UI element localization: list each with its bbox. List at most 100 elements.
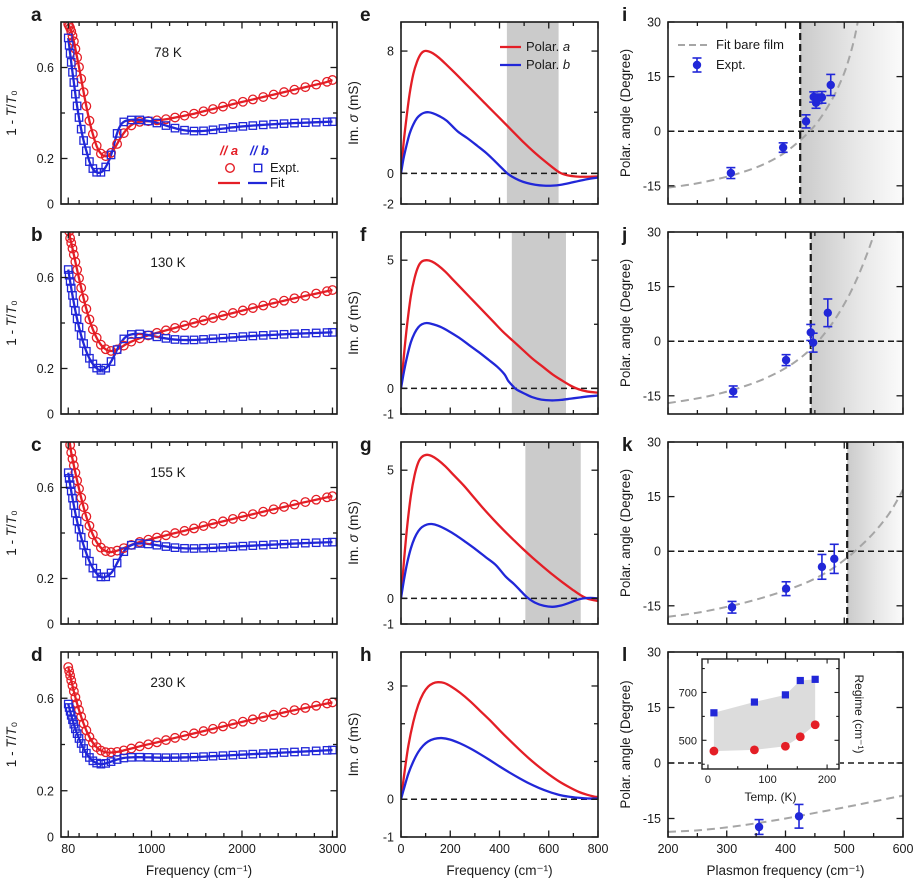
y-tick-label: 15 (647, 701, 661, 715)
x-tick-label: 80 (61, 842, 75, 856)
regime-lower-bound-marker (810, 720, 820, 730)
y-tick-label: -15 (643, 179, 661, 193)
legend-circle-marker (224, 162, 235, 173)
legend-expt-label: Expt. (270, 160, 300, 175)
legend-expt-marker (692, 60, 702, 70)
y-tick-label: 30 (647, 436, 661, 450)
inset-x-tick-label: 0 (705, 774, 711, 786)
legend-polar-b: // b (249, 143, 269, 158)
panel-letter: a (31, 5, 42, 26)
curve-sigma-polar-a (401, 681, 598, 800)
x-tick-label: 2000 (228, 842, 256, 856)
legend-fit-bare-film-label: Fit bare film (716, 37, 784, 52)
curve-fit-polar-a (68, 442, 333, 554)
curve-sigma-polar-b (401, 321, 598, 402)
panel-h: 0 200 400 600 800 -1 0 3 Frequency (cm⁻¹) Im. σ (… (346, 645, 608, 878)
y-tick-label: -2 (383, 198, 394, 212)
temperature-label: 155 K (150, 465, 185, 480)
y-tick-label: -1 (383, 408, 394, 422)
ticks (61, 22, 337, 205)
panel-letter: j (621, 225, 627, 246)
panel-b: 0 0.2 0.6 1 - T/T₀ 130 K b (4, 225, 338, 422)
x-tick-label: 800 (588, 842, 609, 856)
y-tick-label: 8 (387, 45, 394, 59)
y-axis-title: Im. σ (mS) (346, 713, 361, 777)
panel-letter: h (360, 645, 372, 666)
x-tick-label: 400 (775, 842, 796, 856)
y-axis-title: Im. σ (mS) (346, 501, 361, 565)
legend-polar-a: // a (219, 143, 238, 158)
curve-sigma-polar-a (401, 259, 598, 394)
y-axis-title: 1 - T/T₀ (4, 90, 19, 135)
y-tick-label: -1 (383, 618, 394, 632)
legend-expt-label: Expt. (716, 57, 746, 72)
ticks (400, 232, 599, 415)
y-axis-title: Polar. angle (Degree) (618, 259, 633, 387)
x-tick-label: 600 (893, 842, 914, 856)
ticks (400, 442, 599, 625)
inset-x-tick-label: 100 (758, 774, 776, 786)
axes-border (400, 651, 599, 838)
curve-fit-polar-a (68, 232, 333, 353)
regime-upper-bound-marker (796, 676, 804, 685)
y-tick-label: 0 (47, 831, 54, 845)
expt-points (728, 298, 833, 398)
y-tick-label: 0 (654, 757, 661, 771)
x-tick-label: 300 (716, 842, 737, 856)
inset-border (701, 658, 840, 770)
ticks (400, 22, 599, 205)
x-tick-label: 500 (834, 842, 855, 856)
panel-i: -15 0 15 30 Polar. angle (Degree) Fit bare fi… (618, 5, 904, 205)
regime-shaded-area (713, 679, 816, 752)
ticks (400, 652, 599, 838)
panel-e: -2 0 8 Im. σ (mS) Polar. a Polar. b e (346, 5, 599, 212)
inset-y-tick-label: 500 (679, 735, 697, 747)
x-axis-title: Frequency (cm⁻¹) (146, 863, 252, 878)
regime-upper-bound-marker (710, 709, 718, 717)
markers-expt-blue (63, 265, 337, 375)
inset-regime-vs-temp: 0 100 200 500 700 Temp. (K) Regime (cm⁻¹) (679, 658, 866, 804)
regime-lower-bound-marker (750, 745, 759, 755)
x-tick-label: 1000 (138, 842, 166, 856)
panel-letter: b (31, 225, 43, 246)
panel-k: -15 0 15 30 Polar. angle (Degree) k (618, 435, 904, 625)
markers-expt-red (63, 662, 337, 758)
y-axis-title: Polar. angle (Degree) (618, 469, 633, 597)
panel-letter: i (622, 5, 627, 26)
panel-c: 0 0.2 0.6 1 - T/T₀ 155 K c (4, 435, 338, 632)
y-axis-title: 1 - T/T₀ (4, 510, 19, 555)
y-tick-label: 0 (654, 545, 661, 559)
panel-l: 0 100 200 500 700 Temp. (K) Regime (cm⁻¹) 200 30… (618, 645, 913, 878)
legend-square-marker (253, 163, 263, 173)
inset-y-axis-title: Regime (cm⁻¹) (852, 674, 866, 753)
regime-lower-bound-marker (795, 732, 805, 742)
y-tick-label: 5 (387, 464, 394, 478)
curve-fit-polar-a (67, 23, 333, 158)
curve-sigma-polar-b (401, 111, 598, 187)
fit-bare-film-curve (668, 22, 859, 189)
y-tick-label: 0.2 (37, 784, 54, 798)
axes-border (60, 441, 338, 625)
y-tick-label: 0.6 (37, 692, 54, 706)
regime-lower-bound-marker (709, 746, 719, 756)
curve-fit-polar-b (67, 472, 333, 579)
y-tick-label: 30 (647, 16, 661, 30)
panel-d: 80 1000 2000 3000 0 0.2 0.6 Frequency (cm⁻¹) 1 -… (4, 645, 346, 878)
x-tick-label: 200 (658, 842, 679, 856)
expt-points (726, 73, 836, 180)
expt-points (754, 803, 804, 836)
fade-region (800, 22, 903, 204)
y-tick-label: 15 (647, 490, 661, 504)
fade-region (810, 232, 903, 414)
hyperbolic-regime-band (525, 442, 581, 624)
x-tick-label: 600 (538, 842, 559, 856)
y-tick-label: 0 (654, 125, 661, 139)
markers-expt-blue (63, 33, 337, 177)
inset-x-tick-label: 200 (818, 774, 836, 786)
curve-sigma-polar-a (401, 49, 598, 178)
curve-sigma-polar-b (401, 522, 598, 608)
y-tick-label: 0.6 (37, 271, 54, 285)
